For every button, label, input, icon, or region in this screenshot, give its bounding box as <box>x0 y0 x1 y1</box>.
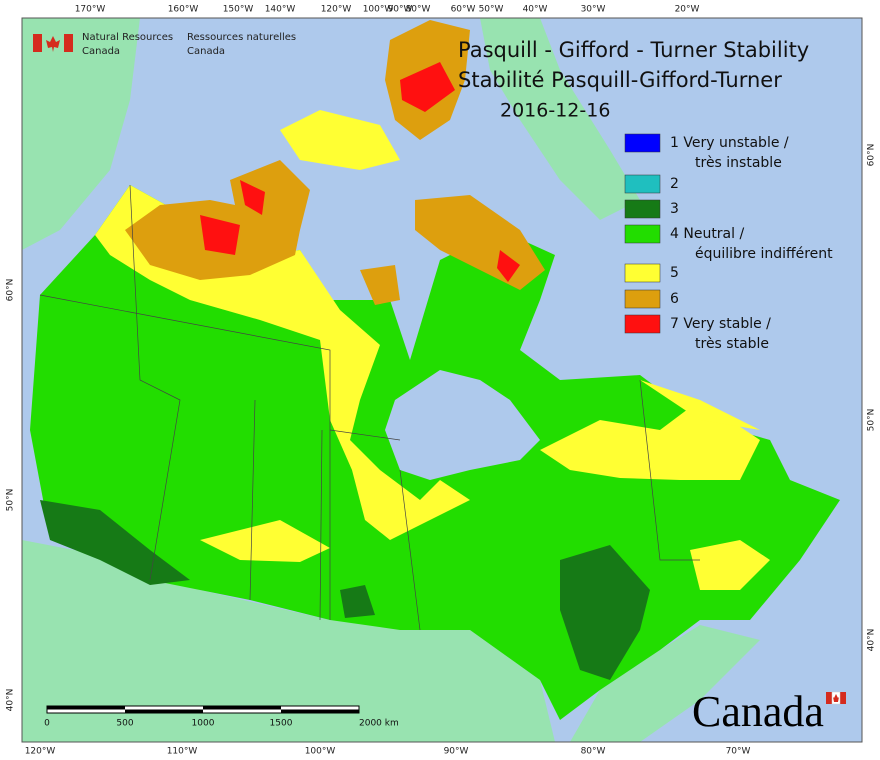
legend-label: 6 <box>670 291 679 307</box>
latitude-label: 50°N <box>867 409 877 432</box>
agency-name-en: Natural Resources <box>82 32 173 43</box>
longitude-label: 70°W <box>726 747 751 757</box>
yellow-arctic-islands <box>280 110 400 170</box>
legend-swatch <box>624 174 661 194</box>
legend-label: 7 Very stable / <box>670 316 771 332</box>
map-frame <box>21 17 863 743</box>
scale-label: 0 <box>44 719 50 729</box>
red-baffin <box>497 250 520 282</box>
legend-label: 2 <box>670 176 679 192</box>
scale-bar <box>46 705 360 714</box>
map-title: Stabilité Pasquill-Gifford-Turner <box>458 68 782 92</box>
border-territories <box>39 294 331 620</box>
united-states <box>22 540 555 742</box>
agency-name-fr: Ressources naturelles <box>187 32 296 43</box>
longitude-label: 100°W <box>363 5 394 15</box>
longitude-label: 40°W <box>523 5 548 15</box>
longitude-label: 60°W <box>451 5 476 15</box>
map-title: Pasquill - Gifford - Turner Stability <box>458 38 809 62</box>
legend-label: 3 <box>670 201 679 217</box>
scale-label: 1000 <box>192 719 215 729</box>
longitude-label: 110°W <box>167 747 198 757</box>
scale-label: 500 <box>116 719 133 729</box>
latitude-label: 40°N <box>6 689 16 712</box>
legend-swatch <box>624 314 661 334</box>
longitude-label: 90°W <box>444 747 469 757</box>
map-title: 2016-12-16 <box>500 100 610 122</box>
border-yukon-bc <box>129 184 181 581</box>
longitude-label: 20°W <box>675 5 700 15</box>
scale-segment <box>125 709 203 713</box>
longitude-label: 170°W <box>75 5 106 15</box>
legend-label: très instable <box>695 155 782 171</box>
flag-bar <box>33 34 42 52</box>
legend-swatch <box>624 224 661 244</box>
legend-label: équilibre indifférent <box>695 246 833 262</box>
greenland <box>480 18 640 220</box>
maple-leaf <box>833 694 839 702</box>
scale-label: 1500 <box>270 719 293 729</box>
alaska <box>22 18 140 250</box>
scale-segment <box>281 709 359 713</box>
longitude-label: 120°W <box>321 5 352 15</box>
hudson-bay <box>385 370 540 480</box>
dark-green-manitoba <box>340 585 375 618</box>
scale-segment <box>47 706 125 710</box>
maple-leaf <box>46 36 60 52</box>
government-signature <box>33 34 73 52</box>
legend-swatch <box>624 199 661 219</box>
longitude-label: 50°W <box>479 5 504 15</box>
yellow-labrador <box>640 380 760 430</box>
legend-label: 1 Very unstable / <box>670 135 789 151</box>
latitude-label: 40°N <box>867 629 877 652</box>
longitude-label: 80°W <box>581 747 606 757</box>
longitude-label: 30°W <box>581 5 606 15</box>
legend-label: 5 <box>670 265 679 281</box>
frame-border <box>21 17 863 743</box>
canada-wordmark: Canada <box>692 687 824 736</box>
flag-bar <box>826 692 832 704</box>
latitude-label: 60°N <box>6 279 16 302</box>
red-ellesmere <box>400 62 455 112</box>
agency-name-en: Canada <box>82 46 120 57</box>
wordmark-flag <box>826 691 846 705</box>
red-victoria <box>240 180 265 215</box>
legend-swatch <box>624 133 661 153</box>
longitude-label: 80°W <box>406 5 431 15</box>
legend-swatch <box>624 289 661 309</box>
scale-label: 2000 km <box>359 719 399 729</box>
flag-bar <box>840 692 846 704</box>
latitude-label: 60°N <box>867 144 877 167</box>
dark-green-ontario <box>560 545 650 680</box>
longitude-label: 100°W <box>305 747 336 757</box>
flag-bar <box>64 34 73 52</box>
yellow-prairie <box>200 520 330 562</box>
orange-victoria-island <box>230 160 310 230</box>
longitude-label: 150°W <box>223 5 254 15</box>
scale-segment <box>203 706 281 710</box>
longitude-label: 160°W <box>168 5 199 15</box>
border-east <box>399 379 700 631</box>
borders <box>39 184 700 631</box>
yellow-maritimes <box>690 540 770 590</box>
united-states-east <box>570 625 760 742</box>
legend-label: 4 Neutral / <box>670 226 744 242</box>
orange-island <box>360 265 400 305</box>
legend-label: très stable <box>695 336 769 352</box>
longitude-label: 140°W <box>265 5 296 15</box>
agency-name-fr: Canada <box>187 46 225 57</box>
border-prairies <box>249 399 401 621</box>
longitude-label: 90°W <box>388 5 413 15</box>
latitude-label: 50°N <box>6 489 16 512</box>
legend-swatch <box>624 263 661 283</box>
red-banks-island <box>200 215 240 255</box>
longitude-label: 120°W <box>25 747 56 757</box>
